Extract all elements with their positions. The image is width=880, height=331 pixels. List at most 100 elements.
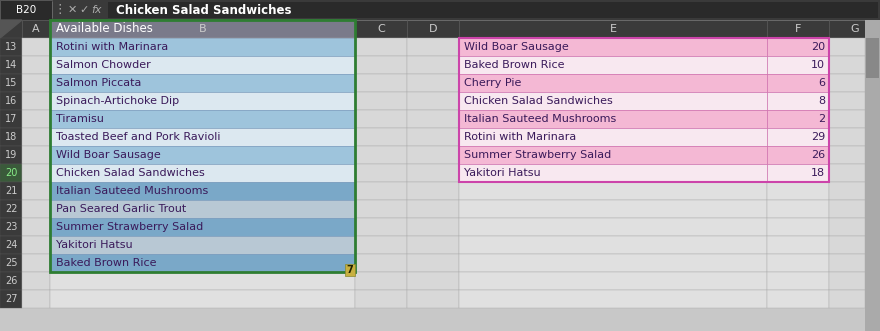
Text: Italian Sauteed Mushrooms: Italian Sauteed Mushrooms [464, 114, 616, 124]
Bar [355, 164, 407, 182]
Bar [767, 200, 829, 218]
Bar [767, 128, 829, 146]
Text: Cherry Pie: Cherry Pie [464, 78, 521, 88]
Bar [829, 38, 865, 56]
Bar [50, 128, 355, 146]
Bar [767, 20, 829, 38]
Text: Yakitori Hatsu: Yakitori Hatsu [464, 168, 540, 178]
Bar [22, 128, 50, 146]
Bar [355, 92, 407, 110]
Bar [0, 200, 22, 218]
Bar [407, 92, 459, 110]
Bar [767, 146, 829, 164]
Text: Spinach-Artichoke Dip: Spinach-Artichoke Dip [56, 96, 180, 106]
Bar [459, 146, 767, 164]
Text: Summer Strawberry Salad: Summer Strawberry Salad [464, 150, 612, 160]
Bar [459, 20, 767, 38]
Bar [50, 164, 355, 182]
Bar [459, 290, 767, 308]
Bar [50, 146, 355, 164]
Bar [50, 38, 355, 56]
Bar [50, 236, 355, 254]
Bar [407, 38, 459, 56]
Text: 15: 15 [4, 78, 18, 88]
Bar [50, 272, 355, 290]
Text: ✕: ✕ [67, 5, 77, 15]
Text: 20: 20 [4, 168, 18, 178]
Text: E: E [610, 24, 617, 34]
Bar [0, 0, 52, 20]
Bar [50, 218, 355, 236]
Text: Yakitori Hatsu: Yakitori Hatsu [56, 240, 133, 250]
Bar [50, 182, 355, 200]
Text: Italian Sauteed Mushrooms: Italian Sauteed Mushrooms [56, 186, 209, 196]
Bar [355, 290, 407, 308]
Bar [767, 254, 829, 272]
Bar [829, 272, 865, 290]
Text: Wild Boar Sausage: Wild Boar Sausage [56, 150, 161, 160]
Text: B20: B20 [16, 5, 36, 15]
Bar [829, 110, 865, 128]
Bar [767, 272, 829, 290]
Bar [829, 74, 865, 92]
Bar [50, 164, 355, 182]
Bar [829, 290, 865, 308]
Text: 29: 29 [810, 132, 825, 142]
Bar [459, 38, 829, 182]
Bar [50, 200, 355, 218]
Bar [0, 74, 22, 92]
Bar [355, 218, 407, 236]
Bar [407, 290, 459, 308]
Bar [22, 92, 50, 110]
Text: ✓: ✓ [79, 5, 89, 15]
Bar [0, 128, 22, 146]
Bar [459, 110, 767, 128]
Text: 8: 8 [818, 96, 825, 106]
Text: 7: 7 [347, 265, 354, 275]
Text: G: G [850, 24, 859, 34]
Bar [767, 128, 829, 146]
Bar [50, 56, 355, 74]
Text: Tiramisu: Tiramisu [56, 114, 104, 124]
Text: 24: 24 [4, 240, 18, 250]
Bar [50, 254, 355, 272]
Bar [50, 92, 355, 110]
Bar [22, 272, 50, 290]
Bar [459, 56, 767, 74]
Text: Salmon Piccata: Salmon Piccata [56, 78, 142, 88]
Bar [459, 182, 767, 200]
Bar [459, 128, 767, 146]
Bar [0, 218, 22, 236]
Bar [355, 236, 407, 254]
Bar [767, 74, 829, 92]
Bar [355, 110, 407, 128]
Bar [22, 200, 50, 218]
Bar [22, 74, 50, 92]
Text: Rotini with Marinara: Rotini with Marinara [464, 132, 576, 142]
Bar [50, 182, 355, 200]
Bar [355, 254, 407, 272]
Bar [0, 0, 880, 20]
Bar [829, 146, 865, 164]
Bar [829, 182, 865, 200]
Bar [459, 38, 767, 56]
Bar [407, 146, 459, 164]
Text: 19: 19 [5, 150, 17, 160]
Bar [407, 56, 459, 74]
Bar [829, 254, 865, 272]
Bar [22, 110, 50, 128]
Bar [767, 164, 829, 182]
Bar [407, 272, 459, 290]
Text: 13: 13 [5, 42, 17, 52]
Bar [767, 92, 829, 110]
Bar [50, 20, 355, 38]
Text: 6: 6 [818, 78, 825, 88]
Text: 23: 23 [4, 222, 18, 232]
Bar [459, 272, 767, 290]
Bar [0, 20, 22, 38]
Text: fx: fx [91, 5, 101, 15]
Text: 26: 26 [810, 150, 825, 160]
Bar [829, 164, 865, 182]
Bar [0, 38, 22, 56]
Bar [50, 20, 355, 272]
